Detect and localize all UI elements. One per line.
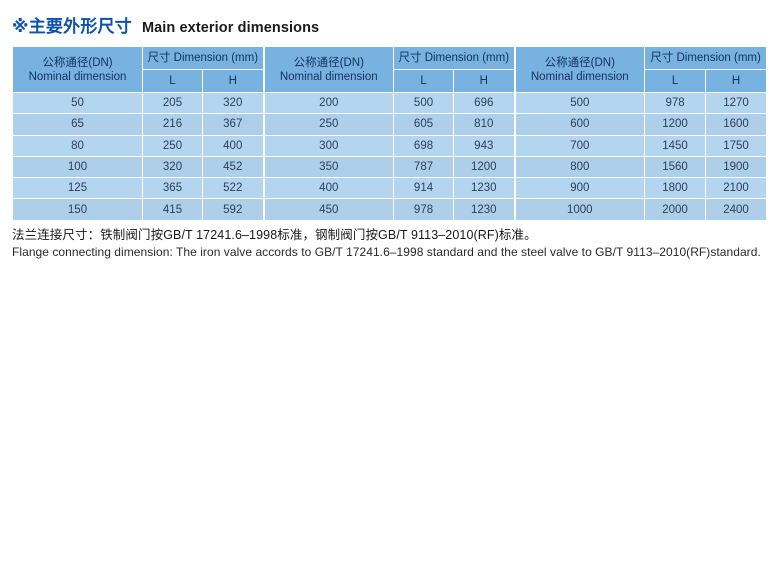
table-row: 50 205 320 200 500 696 500 978 1270 [12, 91, 768, 115]
header-col-h-2: H [453, 69, 516, 93]
header-dn-en-1: Nominal dimension [28, 70, 127, 83]
footnote-line-en: Flange connecting dimension: The iron va… [12, 245, 761, 259]
cell-dn: 80 [12, 134, 143, 157]
cell-dn: 600 [514, 113, 646, 136]
cell-h: 1270 [705, 91, 768, 115]
header-col-h-3: H [705, 69, 768, 93]
header-col-l-1: L [142, 69, 203, 93]
cell-l: 605 [393, 113, 455, 136]
cell-dn: 350 [263, 155, 395, 179]
cell-h: 2400 [705, 198, 768, 221]
main-exterior-dimensions-table: 公称通径(DN) Nominal dimension 尺寸 Dimension … [12, 46, 768, 221]
cell-l: 1800 [644, 177, 707, 200]
header-dimension-group-2: 尺寸 Dimension (mm) [393, 46, 516, 70]
cell-dn: 150 [12, 198, 143, 221]
cell-dn: 50 [12, 91, 143, 115]
cell-dn: 100 [12, 155, 143, 179]
header-col-l-3: L [644, 69, 707, 93]
page-title-en: Main exterior dimensions [141, 20, 320, 36]
header-dn-cn-2: 公称通径(DN) [293, 56, 364, 69]
cell-dn: 800 [514, 155, 646, 179]
header-col-l-2: L [393, 69, 455, 93]
table-row: 80 250 400 300 698 943 700 1450 1750 [12, 134, 768, 157]
cell-h: 1230 [453, 198, 516, 221]
cell-l: 914 [393, 177, 455, 200]
header-dn-cn-1: 公称通径(DN) [42, 56, 113, 69]
cell-l: 978 [393, 198, 455, 221]
cell-l: 2000 [644, 198, 707, 221]
header-nominal-dimension-1: 公称通径(DN) Nominal dimension [12, 46, 143, 93]
cell-h: 1200 [453, 155, 516, 179]
cell-l: 1450 [644, 134, 707, 157]
cell-l: 320 [142, 155, 203, 179]
cell-l: 787 [393, 155, 455, 179]
cell-dn: 250 [263, 113, 395, 136]
cell-dn: 65 [12, 113, 143, 136]
table-row: 100 320 452 350 787 1200 800 1560 1900 [12, 155, 768, 179]
page-title: ※主要外形尺寸 Main exterior dimensions [12, 12, 319, 37]
header-nominal-dimension-2: 公称通径(DN) Nominal dimension [263, 46, 395, 93]
cell-h: 367 [201, 113, 265, 136]
cell-l: 216 [142, 113, 203, 136]
cell-h: 1600 [705, 113, 768, 136]
cell-h: 1230 [453, 177, 516, 200]
cell-l: 698 [393, 134, 455, 157]
header-dn-en-3: Nominal dimension [530, 70, 629, 83]
cell-l: 500 [393, 91, 455, 115]
footnote: 法兰连接尺寸：铁制阀门按GB/T 17241.6–1998标准，钢制阀门按GB/… [12, 226, 772, 261]
header-dn-cn-3: 公称通径(DN) [544, 56, 615, 69]
cell-dn: 300 [263, 134, 395, 157]
table-header: 公称通径(DN) Nominal dimension 尺寸 Dimension … [12, 46, 768, 93]
header-nominal-dimension-3: 公称通径(DN) Nominal dimension [514, 46, 646, 93]
cell-l: 365 [142, 177, 203, 200]
cell-dn: 700 [514, 134, 646, 157]
cell-l: 250 [142, 134, 203, 157]
cell-l: 415 [142, 198, 203, 221]
cell-h: 522 [201, 177, 265, 200]
cell-l: 1200 [644, 113, 707, 136]
cell-h: 696 [453, 91, 516, 115]
cell-dn: 1000 [514, 198, 646, 221]
cell-h: 1750 [705, 134, 768, 157]
table-row: 65 216 367 250 605 810 600 1200 1600 [12, 113, 768, 136]
table-body: 50 205 320 200 500 696 500 978 1270 65 2… [12, 91, 768, 221]
header-col-h-1: H [201, 69, 265, 93]
cell-h: 943 [453, 134, 516, 157]
header-dimension-group-3: 尺寸 Dimension (mm) [644, 46, 768, 70]
cell-h: 2100 [705, 177, 768, 200]
cell-h: 810 [453, 113, 516, 136]
cell-l: 205 [142, 91, 203, 115]
header-dimension-group-1: 尺寸 Dimension (mm) [141, 46, 265, 70]
page-title-cn: ※主要外形尺寸 [12, 12, 132, 37]
cell-dn: 400 [263, 177, 395, 200]
cell-dn: 125 [12, 177, 143, 200]
cell-h: 400 [201, 134, 265, 157]
cell-l: 978 [644, 91, 707, 115]
cell-h: 320 [201, 91, 265, 115]
cell-h: 452 [201, 155, 265, 179]
cell-h: 592 [201, 198, 265, 221]
footnote-line-cn: 法兰连接尺寸：铁制阀门按GB/T 17241.6–1998标准，钢制阀门按GB/… [12, 228, 537, 242]
cell-h: 1900 [705, 155, 768, 179]
cell-l: 1560 [644, 155, 707, 179]
cell-dn: 200 [263, 91, 395, 115]
title-cn-text: 主要外形尺寸 [28, 17, 132, 36]
cell-dn: 450 [263, 198, 395, 221]
header-dn-en-2: Nominal dimension [279, 70, 378, 83]
cell-dn: 500 [514, 91, 646, 115]
title-marker-icon: ※ [12, 17, 29, 36]
cell-dn: 900 [514, 177, 646, 200]
table-row: 150 415 592 450 978 1230 1000 2000 2400 [12, 198, 768, 221]
table-row: 125 365 522 400 914 1230 900 1800 2100 [12, 177, 768, 200]
